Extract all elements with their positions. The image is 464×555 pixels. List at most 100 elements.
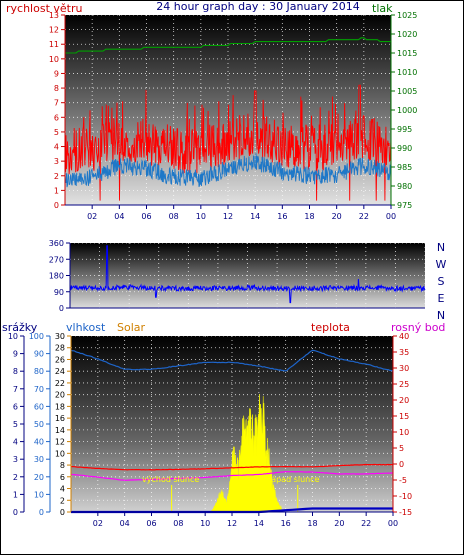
pressure-tick-label: 1020 [397, 30, 417, 39]
wind-gust-line [64, 84, 392, 201]
direction-tick-label: 180 [49, 272, 64, 281]
wind-x-tick-label: 18 [304, 212, 314, 221]
wind-pressure-panel: 0123456789101112139759809859909951000100… [6, 0, 417, 221]
pressure-tick-label: 980 [397, 182, 412, 191]
solar-tick-label: 10 [55, 449, 65, 458]
temp-tick-label: 15 [399, 412, 409, 421]
wind-x-tick-label: 00 [386, 212, 396, 221]
wind-speed-tick-label: 10 [49, 55, 59, 64]
climate-x-tick-label: 10 [200, 519, 210, 528]
humidity-tick-label: 20 [34, 473, 44, 482]
temp-tick-label: 0 [399, 460, 404, 469]
temp-tick-label: -15 [399, 508, 412, 517]
solar-tick-label: 24 [55, 367, 65, 376]
solar-tick-label: 0 [60, 508, 65, 517]
pressure-tick-label: 975 [397, 201, 412, 210]
wind-x-tick-label: 12 [223, 212, 233, 221]
wind-speed-tick-label: 11 [49, 40, 59, 49]
wind-x-tick-label: 04 [114, 212, 124, 221]
solar-tick-label: 14 [55, 426, 65, 435]
rain-tick-label: 7 [13, 385, 18, 394]
solar-tick-label: 28 [55, 344, 65, 353]
wind-x-tick-label: 14 [250, 212, 260, 221]
temp-tick-label: 40 [399, 332, 409, 341]
rain-tick-label: 9 [13, 350, 18, 359]
wind-speed-tick-label: 9 [54, 69, 59, 78]
direction-tick-label: 360 [49, 239, 64, 248]
temp-tick-label: 5 [399, 444, 404, 453]
humidity-header: vlhkost [66, 321, 106, 334]
direction-grid [70, 242, 426, 309]
direction-tick-label: 270 [49, 255, 64, 264]
wind-x-tick-label: 02 [87, 212, 97, 221]
climate-axes: 0246810121416182022242628300102030405060… [8, 332, 412, 528]
wind-panel-title: 24 hour graph day : 30 January 2014 [156, 0, 360, 13]
humidity-tick-label: 60 [34, 402, 44, 411]
wind-speed-tick-label: 5 [54, 128, 59, 137]
wind-x-tick-label: 20 [332, 212, 342, 221]
climate-panel: 0246810121416182022242628300102030405060… [2, 321, 445, 528]
climate-x-tick-label: 06 [146, 519, 156, 528]
pressure-tick-label: 990 [397, 144, 412, 153]
solar-tick-label: 4 [60, 485, 65, 494]
rain-tick-label: 1 [13, 490, 18, 499]
solar-tick-label: 18 [55, 402, 65, 411]
solar-tick-label: 16 [55, 414, 65, 423]
dewpoint-header: rosný bod [391, 321, 445, 334]
wind-speed-tick-label: 12 [49, 26, 59, 35]
pressure-tick-label: 1025 [397, 11, 417, 20]
temp-tick-label: -5 [399, 476, 407, 485]
solar-tick-label: 8 [60, 461, 65, 470]
climate-x-tick-label: 22 [361, 519, 371, 528]
pressure-axis-label: tlak [372, 2, 393, 15]
wind-x-tick-label: 06 [141, 212, 151, 221]
rain-tick-label: 8 [13, 367, 18, 376]
sunset-label: západ slunce [267, 475, 320, 484]
wind-speed-tick-label: 6 [54, 113, 59, 122]
rain-tick-label: 10 [8, 332, 18, 341]
wind-speed-tick-label: 4 [54, 143, 59, 152]
solar-header: Solar [117, 321, 146, 334]
wind-speed-tick-label: 0 [54, 201, 59, 210]
rain-tick-label: 4 [13, 438, 18, 447]
climate-x-tick-label: 16 [281, 519, 291, 528]
direction-line [69, 245, 426, 304]
wind-x-tick-label: 10 [196, 212, 206, 221]
solar-tick-label: 26 [55, 355, 65, 364]
solar-tick-label: 30 [55, 332, 65, 341]
compass-label: N [437, 241, 445, 254]
wind-speed-tick-label: 13 [49, 11, 59, 20]
climate-x-tick-label: 08 [173, 519, 183, 528]
wind-x-tick-label: 08 [169, 212, 179, 221]
solar-area [207, 394, 282, 513]
rain-tick-label: 5 [13, 420, 18, 429]
temperature-line [70, 463, 393, 471]
humidity-tick-label: 90 [34, 350, 44, 359]
temp-tick-label: 10 [399, 428, 409, 437]
temperature-header: teplota [311, 321, 350, 334]
direction-series [69, 245, 426, 304]
climate-x-tick-label: 14 [254, 519, 264, 528]
pressure-tick-label: 1005 [397, 87, 417, 96]
climate-x-tick-label: 18 [307, 519, 317, 528]
dewpoint-line [70, 470, 394, 481]
wind-speed-tick-label: 8 [54, 84, 59, 93]
wind-speed-axis-label: rychlost větru [6, 2, 82, 15]
rain-tick-label: 3 [13, 455, 18, 464]
rain-header: srážky [2, 321, 38, 334]
temp-tick-label: 25 [399, 380, 409, 389]
solar-tick-label: 20 [55, 391, 65, 400]
wind-axes: 0123456789101112139759809859909951000100… [49, 11, 418, 221]
rain-tick-label: 2 [13, 473, 18, 482]
humidity-tick-label: 50 [34, 420, 44, 429]
humidity-tick-label: 100 [29, 332, 44, 341]
humidity-tick-label: 0 [39, 508, 44, 517]
wind-average-line [64, 153, 392, 188]
wind-speed-tick-label: 3 [54, 157, 59, 166]
pressure-tick-label: 995 [397, 125, 412, 134]
pressure-tick-label: 1000 [397, 106, 417, 115]
compass-label: E [438, 292, 445, 305]
